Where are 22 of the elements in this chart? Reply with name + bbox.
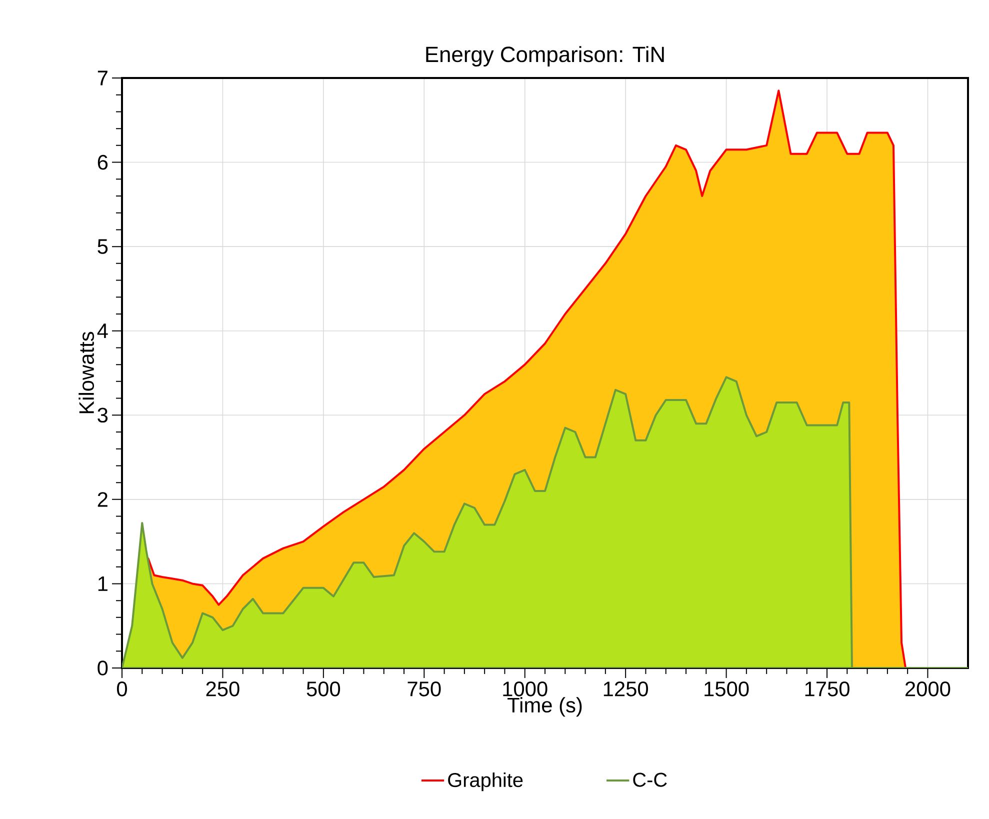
y-tick-label: 2 xyxy=(98,492,108,507)
x-tick-label: 1000 xyxy=(503,682,548,696)
legend-label: Graphite xyxy=(448,772,523,792)
y-tick-label: 7 xyxy=(98,70,108,86)
y-tick-label: 1 xyxy=(98,576,108,591)
x-tick-label: 0 xyxy=(116,682,127,696)
chart-title: Energy Comparison: TiN xyxy=(426,46,664,66)
y-tick-label: 5 xyxy=(98,239,108,254)
legend-label: C-C xyxy=(633,772,667,787)
x-tick-label: 1750 xyxy=(805,682,850,696)
x-tick-label: 250 xyxy=(206,682,240,696)
y-tick-label: 6 xyxy=(98,154,108,170)
x-axis-title: Time (s) xyxy=(508,697,582,717)
x-tick-label: 750 xyxy=(408,682,441,696)
x-tick-label: 500 xyxy=(306,682,340,696)
y-axis-title: Kilowatts xyxy=(78,332,94,414)
y-tick-label: 4 xyxy=(97,324,108,338)
y-tick-label: 3 xyxy=(98,408,108,423)
x-tick-label: 1500 xyxy=(704,682,749,696)
x-tick-label: 2000 xyxy=(906,682,950,696)
y-tick-label: 0 xyxy=(98,660,108,676)
x-tick-label: 1250 xyxy=(604,682,648,696)
